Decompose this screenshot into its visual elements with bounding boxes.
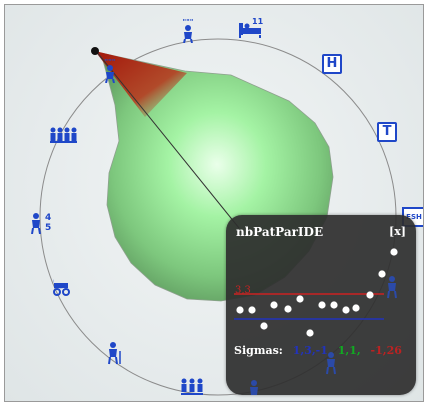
crowd-icon[interactable] [48, 125, 78, 147]
data-point [318, 301, 326, 309]
hospital-icon[interactable]: H [322, 54, 342, 74]
person-icon-bottom [323, 351, 339, 379]
sigmas-row: Sigmas: 1,3,-1 1,1, -1,26 [234, 344, 402, 357]
data-point [284, 305, 292, 313]
upper-value-label: 3,3 [235, 285, 251, 296]
pointer-line [95, 50, 240, 229]
elderly-icon[interactable] [105, 341, 125, 365]
pointer-knob[interactable] [91, 47, 99, 55]
bed-calendar-icon[interactable]: 11 [237, 17, 263, 39]
data-point [366, 291, 374, 299]
group-people-top-icon[interactable]: """ [177, 19, 199, 43]
patient-top-icon[interactable]: """ [99, 59, 121, 83]
data-point [306, 329, 314, 337]
queue-icon[interactable] [179, 377, 205, 397]
sparkline-chart [234, 248, 398, 337]
data-points [236, 248, 398, 337]
data-point [296, 295, 304, 303]
close-button[interactable]: [x] [389, 225, 406, 238]
data-point [330, 301, 338, 309]
stroller-icon[interactable] [49, 273, 73, 297]
sigma-value-1: 1,3,-1 [292, 344, 328, 357]
sigma-value-3: -1,26 [370, 344, 402, 357]
detail-panel: nbPatParIDE [x] 3,3 Sigmas: 1,3,-1 1,1, … [226, 215, 416, 395]
radar-spike [95, 51, 187, 117]
data-point [236, 306, 244, 314]
data-point [342, 306, 350, 314]
data-point [352, 304, 360, 312]
family-icon[interactable]: 45 [27, 211, 55, 235]
svg-text:""": """ [183, 19, 194, 26]
panel-title: nbPatParIDE [236, 225, 324, 239]
radar-window: """ 11 H T ESH [4, 4, 424, 402]
bed-number: 11 [252, 17, 264, 26]
tower-icon[interactable]: T [377, 122, 397, 142]
person-icon-right [384, 275, 400, 303]
sigmas-label: Sigmas: [234, 344, 283, 357]
data-point [248, 306, 256, 314]
data-point [270, 301, 278, 309]
data-point [390, 248, 398, 256]
svg-text:""": """ [105, 59, 116, 66]
sigma-value-2: 1,1, [337, 344, 361, 357]
data-point [260, 322, 268, 330]
data-point [378, 270, 386, 278]
family-numbers: 45 [45, 213, 52, 233]
person-icon-lower-left [246, 379, 262, 399]
